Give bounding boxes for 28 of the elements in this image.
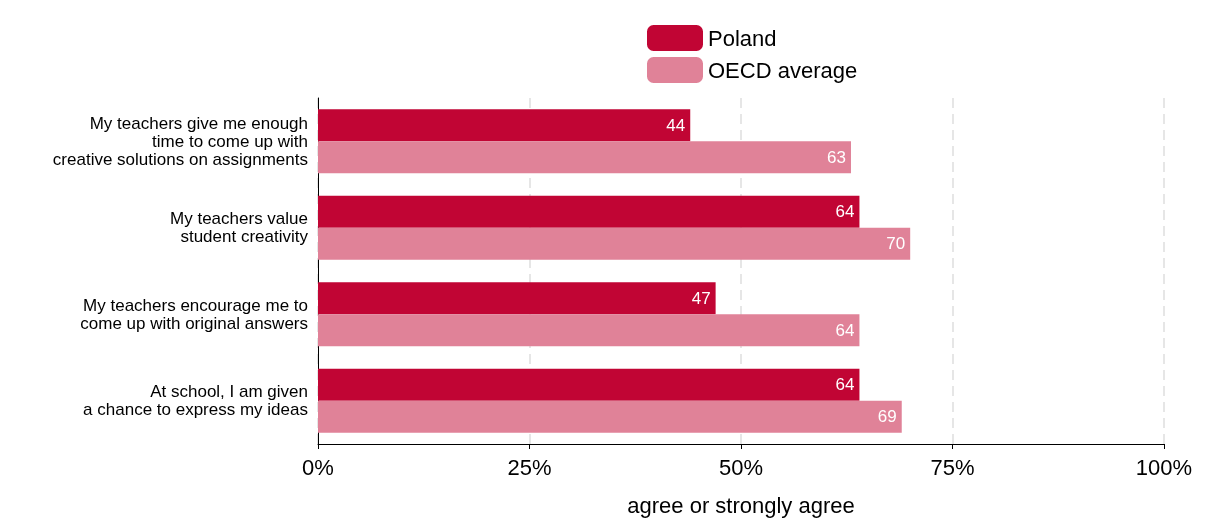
y-tick-label: My teachers encourage me to come up with original answers	[80, 295, 308, 333]
x-axis-title: agree or strongly agree	[627, 492, 855, 518]
bar	[318, 141, 851, 174]
y-tick-label: At school, I am given a chance to express my ideas	[83, 382, 308, 420]
data-label: 63	[827, 147, 846, 167]
x-tick-label: 25%	[507, 454, 552, 480]
data-label: 47	[691, 288, 711, 308]
x-tick-label: 75%	[930, 454, 975, 480]
bar	[318, 368, 860, 401]
x-tick-label: 100%	[1135, 454, 1193, 480]
legend-label: Poland	[708, 25, 777, 51]
x-tick-label: 0%	[302, 454, 334, 480]
bar	[318, 314, 860, 347]
data-label: 70	[886, 234, 906, 254]
data-label: 64	[835, 375, 855, 395]
bar	[318, 227, 911, 260]
x-tick-label: 50%	[718, 454, 764, 480]
bar	[318, 195, 860, 228]
bar	[318, 400, 902, 433]
y-tick-label: My teachers value student creativity	[170, 209, 309, 247]
legend-label: OECD average	[708, 57, 858, 83]
data-label: 44	[666, 115, 686, 135]
data-label: 69	[877, 407, 897, 427]
data-label: 64	[835, 202, 855, 222]
bar	[318, 109, 691, 142]
data-label: 64	[835, 320, 855, 340]
bar	[318, 282, 716, 315]
y-tick-label: My teachers give me enough time to come up with creative solutions on assignments	[52, 113, 308, 169]
